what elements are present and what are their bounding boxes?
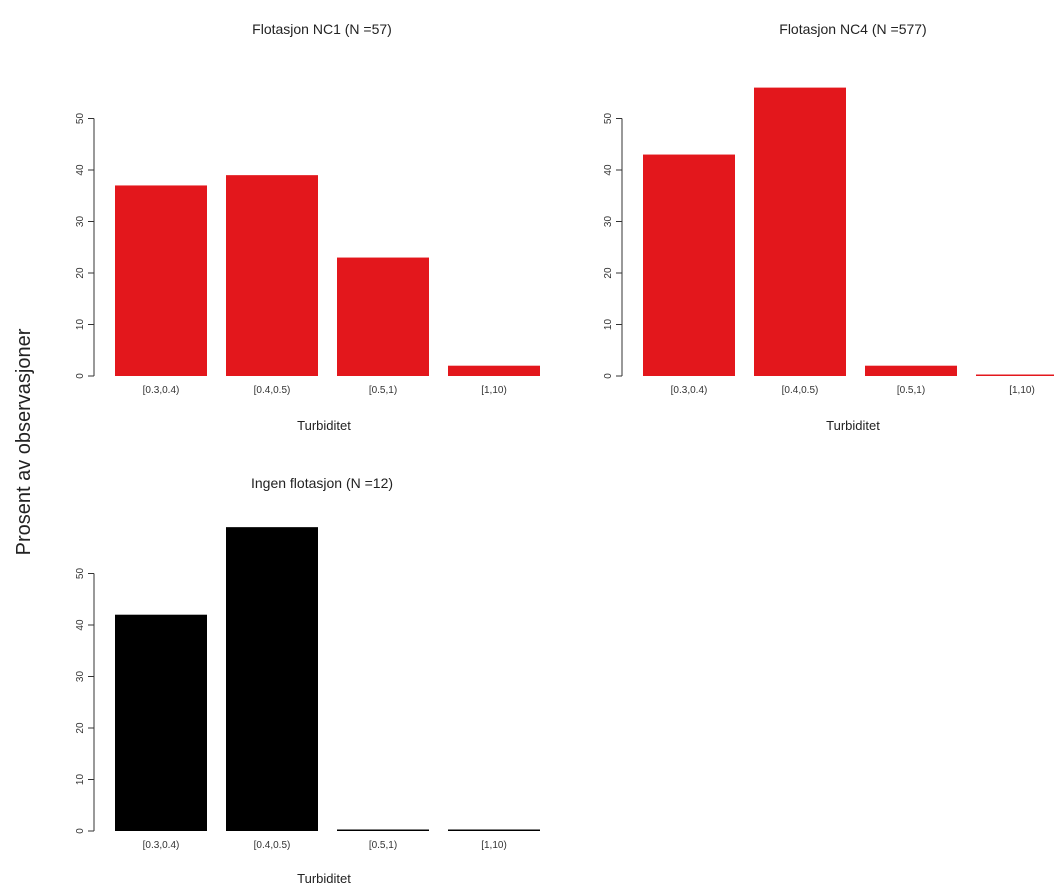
y-tick-label: 10 (603, 319, 614, 331)
y-tick-label: 10 (75, 774, 86, 786)
category-label: [0.5,1) (897, 385, 925, 396)
chart-title: Ingen flotasjon (N =12) (251, 475, 393, 491)
bar-4 (448, 365, 540, 376)
y-tick-label: 30 (603, 216, 614, 228)
x-axis-label: Turbiditet (297, 418, 351, 433)
chart-panel-1: Flotasjon NC1 (N =57) [0.3,0.4) [0.4,0.5) [… (75, 21, 540, 433)
bar-1 (115, 185, 207, 376)
category-label: [1,10) (481, 385, 507, 396)
y-tick-label: 50 (75, 568, 86, 580)
y-tick-label: 40 (75, 164, 86, 176)
category-label: [0.3,0.4) (143, 385, 180, 396)
bar-4 (976, 374, 1054, 376)
y-tick-label: 50 (75, 113, 86, 125)
category-label: [0.5,1) (369, 840, 397, 851)
chart-title: Flotasjon NC1 (N =57) (252, 21, 392, 37)
bar-1 (115, 614, 207, 831)
category-label: [0.3,0.4) (671, 385, 708, 396)
category-label: [0.5,1) (369, 385, 397, 396)
bar-2 (226, 527, 318, 831)
y-tick-label: 30 (75, 671, 86, 683)
y-tick-label: 20 (75, 722, 86, 734)
bar-3 (865, 365, 957, 376)
bar-1 (643, 154, 735, 376)
chart-panel-3: Ingen flotasjon (N =12) [0.3,0.4) [0.4,0.5… (75, 475, 540, 885)
x-axis-label: Turbiditet (826, 418, 880, 433)
y-tick-label: 0 (603, 373, 614, 379)
y-tick-label: 0 (75, 373, 86, 379)
category-label: [1,10) (1009, 385, 1035, 396)
bar-2 (226, 175, 318, 376)
y-tick-label: 50 (603, 113, 614, 125)
bar-3 (337, 829, 429, 831)
chart-panel-2: Flotasjon NC4 (N =577) [0.3,0.4) [0.4,0.5)… (603, 21, 1054, 433)
bar-4 (448, 829, 540, 831)
x-axis-label: Turbiditet (297, 871, 351, 885)
bar-3 (337, 257, 429, 376)
y-tick-label: 10 (75, 319, 86, 331)
chart-panels: Flotasjon NC1 (N =57) [0.3,0.4) [0.4,0.5) [… (75, 21, 1054, 885)
shared-y-axis-label: Prosent av observasjoner (13, 328, 35, 555)
y-tick-label: 20 (603, 267, 614, 279)
chart-title: Flotasjon NC4 (N =577) (779, 21, 926, 37)
category-label: [0.3,0.4) (143, 840, 180, 851)
category-label: [0.4,0.5) (254, 385, 291, 396)
y-tick-label: 40 (603, 164, 614, 176)
bar-2 (754, 87, 846, 376)
category-label: [1,10) (481, 840, 507, 851)
y-tick-label: 40 (75, 619, 86, 631)
category-label: [0.4,0.5) (782, 385, 819, 396)
category-label: [0.4,0.5) (254, 840, 291, 851)
y-tick-label: 20 (75, 267, 86, 279)
y-tick-label: 30 (75, 216, 86, 228)
y-tick-label: 0 (75, 828, 86, 834)
